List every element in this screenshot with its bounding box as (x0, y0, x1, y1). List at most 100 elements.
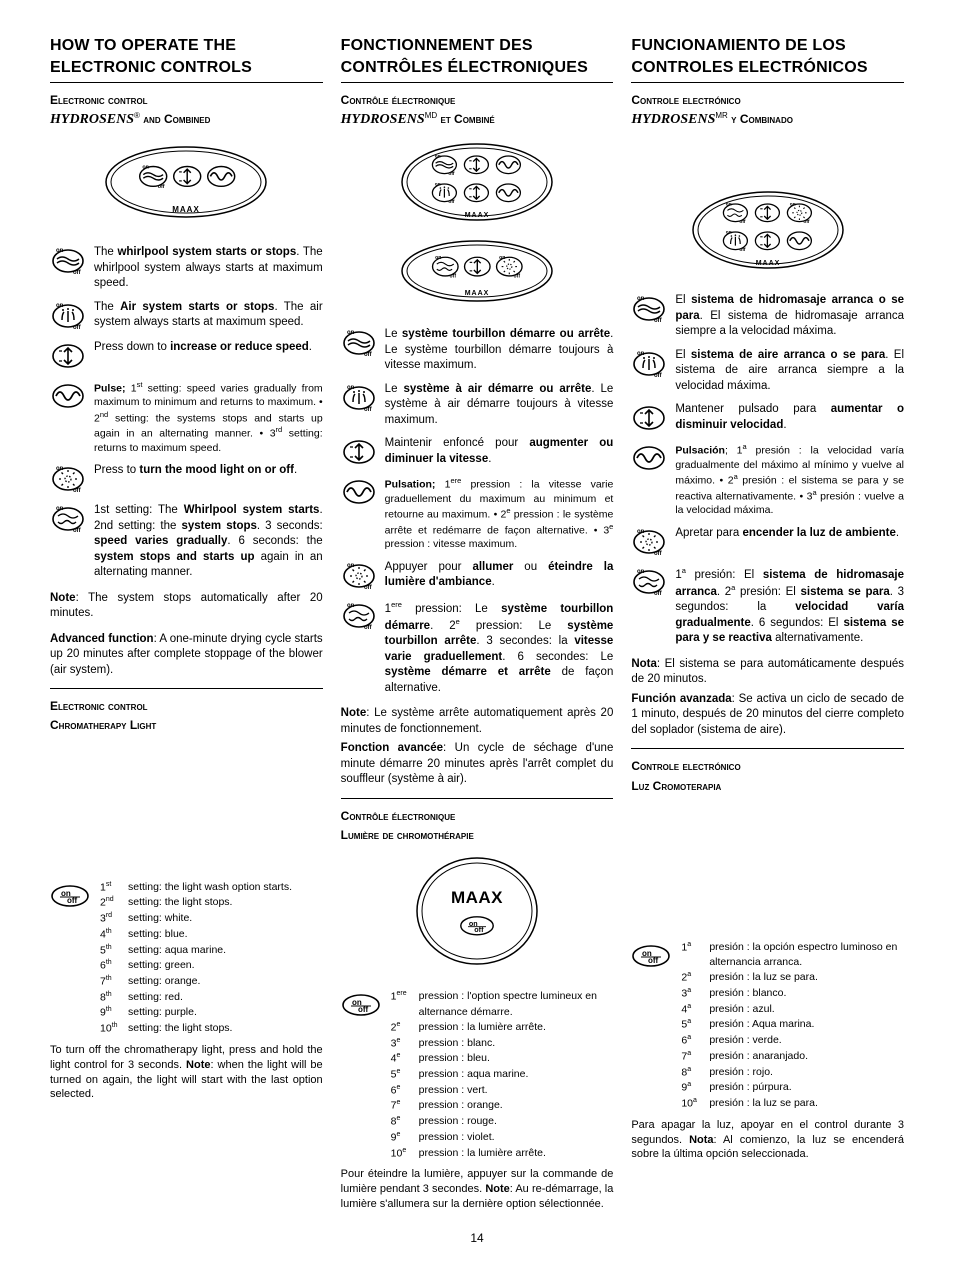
setting-row: 4epression : bleu. (391, 1051, 614, 1067)
setting-row: 7apresión : anaranjado. (681, 1049, 904, 1065)
column-en: HOW TO OPERATE THE ELECTRONIC CONTROLS E… (50, 35, 323, 1212)
setting-row: 9epression : violet. (391, 1130, 614, 1146)
control-panels-fr: MAAX MAAX (341, 142, 614, 309)
row-whirlpool-en: The whirlpool system starts or stops. Th… (50, 245, 323, 292)
setting-row: 4apresión : azul. (681, 1002, 904, 1018)
chroma-list-en: 1stsetting: the light wash option starts… (50, 880, 323, 1037)
combo-icon (631, 566, 667, 598)
subhead-es: Controle electrónico HYDROSENSMR y Combi… (631, 91, 904, 130)
brand-label: MAAX (451, 888, 503, 907)
note1-fr: Note: Le système arrête automatiquement … (341, 706, 614, 737)
closing-en: To turn off the chromatherapy light, pre… (50, 1043, 323, 1102)
setting-row: 10epression : la lumière arrête. (391, 1146, 614, 1162)
setting-row: 2apresión : la luz se para. (681, 970, 904, 986)
settings-en: 1stsetting: the light wash option starts… (100, 880, 323, 1037)
pulse-icon (341, 476, 377, 508)
oval-panel-light-icon: MAAX (397, 237, 557, 309)
chroma-head-en: Electronic controlChromatherapy Light (50, 697, 323, 735)
row-combo-fr: 1ere pression: Le système tourbillon dém… (341, 600, 614, 697)
combo-icon (341, 600, 377, 632)
setting-row: 5apresión : Aqua marina. (681, 1017, 904, 1033)
chroma-head-fr: Contrôle électroniqueLumière de chromoth… (341, 807, 614, 845)
note1-es: Nota: El sistema se para automáticamente… (631, 657, 904, 688)
air-icon (341, 382, 377, 414)
pulse-icon (50, 380, 86, 412)
row-air-fr: Le système à air démarre ou arrête. Le s… (341, 382, 614, 429)
setting-row: 8apresión : rojo. (681, 1065, 904, 1081)
combo-icon (50, 503, 86, 535)
oval-panel-double-icon: MAAX (397, 142, 557, 227)
row-light-es: Apretar para encender la luz de ambiente… (631, 526, 904, 558)
row-air-es: El sistema de aire arranca o se para. El… (631, 348, 904, 395)
speed-icon (631, 402, 667, 434)
onoff-icon (50, 884, 90, 908)
row-air-en: The Air system starts or stops. The air … (50, 300, 323, 332)
air-icon (631, 348, 667, 380)
chroma-head-es: Controle electrónicoLuz Cromoterapia (631, 757, 904, 795)
setting-row: 2epression : la lumière arrête. (391, 1020, 614, 1036)
row-light-fr: Appuyer pour allumer ou éteindre la lumi… (341, 560, 614, 592)
svg-text:MAAX: MAAX (755, 260, 780, 267)
speed-icon (341, 436, 377, 468)
chroma-list-fr: 1erepression : l'option spectre lumineux… (341, 989, 614, 1161)
setting-row: 6epression : vert. (391, 1083, 614, 1099)
svg-text:MAAX: MAAX (465, 290, 490, 297)
oval-panel-es-icon: MAAX (688, 190, 848, 275)
row-speed-es: Mantener pulsado para aumentar o disminu… (631, 402, 904, 434)
closing-es: Para apagar la luz, apoyar en el control… (631, 1118, 904, 1163)
row-speed-fr: Maintenir enfoncé pour augmenter ou dimi… (341, 436, 614, 468)
title-en: HOW TO OPERATE THE ELECTRONIC CONTROLS (50, 35, 323, 83)
setting-row: 1stsetting: the light wash option starts… (100, 880, 323, 896)
setting-row: 9thsetting: purple. (100, 1005, 323, 1021)
note1-en: Note: The system stops automatically aft… (50, 591, 323, 622)
whirlpool-icon (341, 327, 377, 359)
setting-row: 2ndsetting: the light stops. (100, 895, 323, 911)
whirlpool-icon (50, 245, 86, 277)
setting-row: 6apresión : verde. (681, 1033, 904, 1049)
note2-fr: Fonction avancée: Un cycle de séchage d'… (341, 741, 614, 788)
oval-panel-single-icon: MAAX (101, 142, 271, 227)
control-panel-es: MAAX (631, 190, 904, 275)
control-panel-en: MAAX (50, 142, 323, 227)
row-pulse-es: Pulsación; 1a presión : la velocidad var… (631, 442, 904, 517)
light-icon (341, 560, 377, 592)
onoff-icon (631, 944, 671, 968)
setting-row: 9apresión : púrpura. (681, 1080, 904, 1096)
light-icon (631, 526, 667, 558)
setting-row: 3apresión : blanco. (681, 986, 904, 1002)
row-whirlpool-fr: Le système tourbillon démarre ou arrête.… (341, 327, 614, 374)
light-icon (50, 463, 86, 495)
setting-row: 5thsetting: aqua marine. (100, 943, 323, 959)
closing-fr: Pour éteindre la lumière, appuyer sur la… (341, 1167, 614, 1212)
row-pulse-en: Pulse; 1st setting: speed varies gradual… (50, 380, 323, 455)
settings-fr: 1erepression : l'option spectre lumineux… (391, 989, 614, 1161)
setting-row: 7thsetting: orange. (100, 974, 323, 990)
setting-row: 1apresión : la opción espectro luminoso … (681, 940, 904, 970)
onoff-icon (341, 993, 381, 1017)
row-light-en: Press to turn the mood light on or off. (50, 463, 323, 495)
settings-es: 1apresión : la opción espectro luminoso … (681, 940, 904, 1112)
column-fr: FONCTIONNEMENT DES CONTRÔLES ÉLECTRONIQU… (341, 35, 614, 1212)
setting-row: 5epression : aqua marine. (391, 1067, 614, 1083)
setting-row: 4thsetting: blue. (100, 927, 323, 943)
whirlpool-icon (631, 293, 667, 325)
setting-row: 1erepression : l'option spectre lumineux… (391, 989, 614, 1019)
air-icon (50, 300, 86, 332)
setting-row: 10apresión : la luz se para. (681, 1096, 904, 1112)
title-fr: FONCTIONNEMENT DES CONTRÔLES ÉLECTRONIQU… (341, 35, 614, 83)
setting-row: 3rdsetting: white. (100, 911, 323, 927)
setting-row: 8thsetting: red. (100, 990, 323, 1006)
chroma-list-es: 1apresión : la opción espectro luminoso … (631, 940, 904, 1112)
page-number: 14 (50, 1230, 904, 1246)
row-pulse-fr: Pulsation; 1ere pression : la vitesse va… (341, 476, 614, 551)
setting-row: 6thsetting: green. (100, 958, 323, 974)
setting-row: 3epression : blanc. (391, 1036, 614, 1052)
row-combo-en: 1st setting: The Whirlpool system starts… (50, 503, 323, 581)
note2-es: Función avanzada: Se activa un ciclo de … (631, 692, 904, 739)
row-combo-es: 1a presión: El sistema de hidromasaje ar… (631, 566, 904, 647)
speed-icon (50, 340, 86, 372)
chroma-panel-fr: MAAX (341, 855, 614, 975)
note2-en: Advanced function: A one-minute drying c… (50, 632, 323, 679)
subhead-en: Electronic control HYDROSENS® and Combin… (50, 91, 323, 130)
svg-text:MAAX: MAAX (173, 205, 201, 214)
